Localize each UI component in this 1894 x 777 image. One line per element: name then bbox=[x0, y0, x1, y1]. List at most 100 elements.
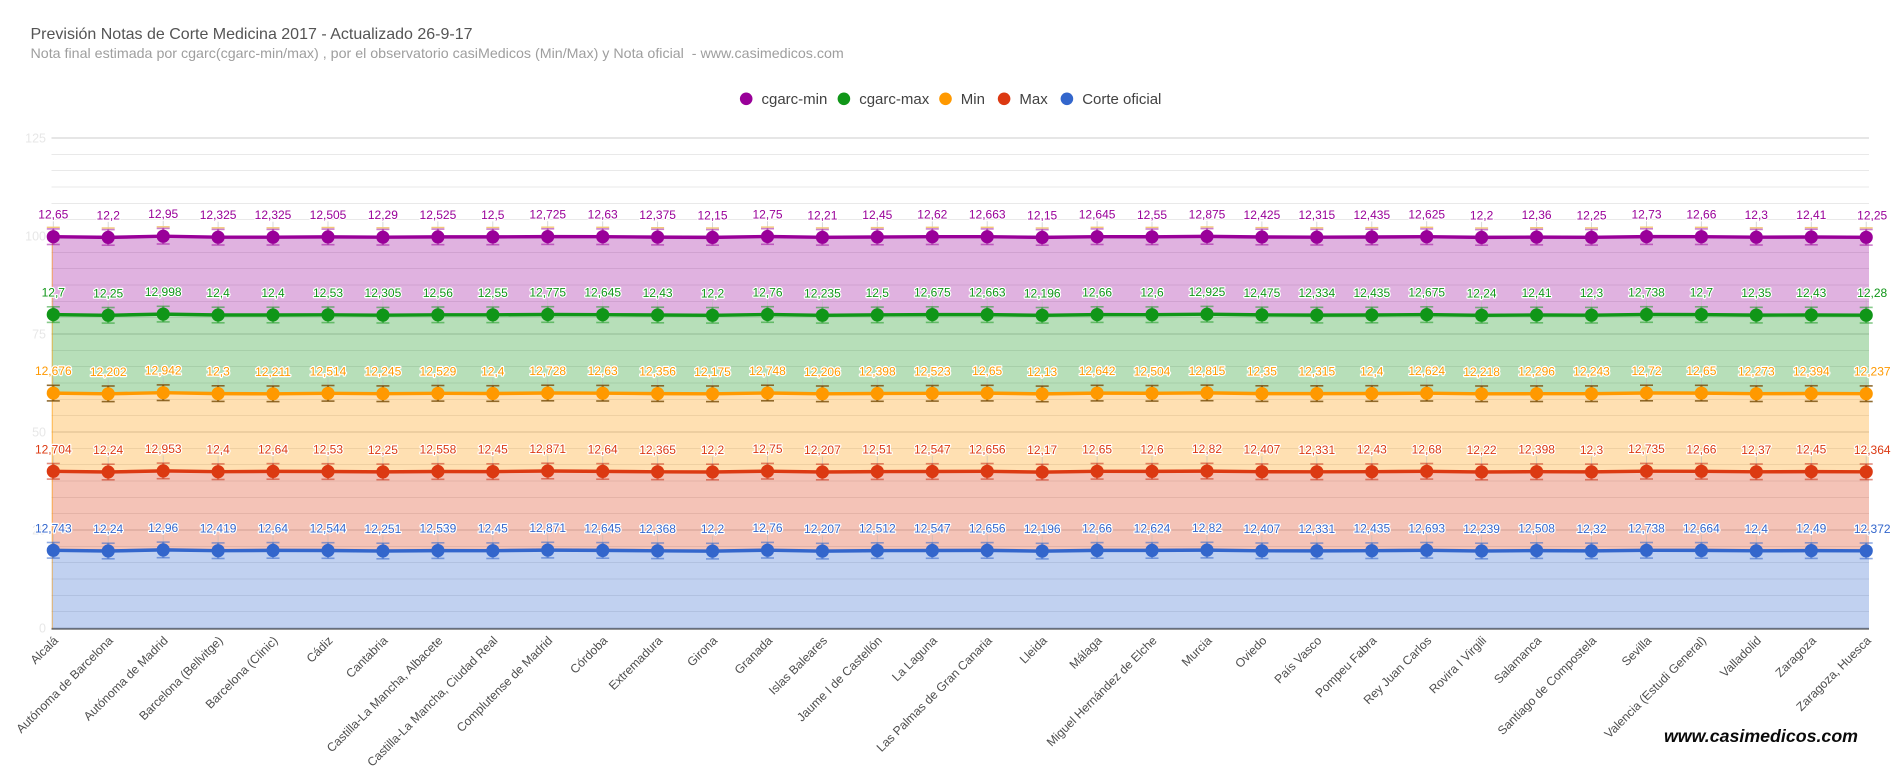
svg-text:12,35: 12,35 bbox=[1247, 365, 1277, 379]
svg-text:12,743: 12,743 bbox=[35, 521, 72, 535]
svg-text:12,28: 12,28 bbox=[1857, 286, 1887, 300]
svg-text:12,315: 12,315 bbox=[1298, 365, 1335, 379]
svg-text:12,196: 12,196 bbox=[1024, 522, 1061, 536]
svg-text:12,558: 12,558 bbox=[420, 443, 457, 457]
svg-text:12,96: 12,96 bbox=[148, 521, 178, 535]
svg-text:12,508: 12,508 bbox=[1518, 522, 1555, 536]
svg-text:12,56: 12,56 bbox=[423, 286, 453, 300]
svg-text:12,22: 12,22 bbox=[1467, 443, 1497, 457]
svg-text:Complutense de Madrid: Complutense de Madrid bbox=[454, 634, 555, 735]
svg-text:12,4: 12,4 bbox=[261, 286, 285, 300]
svg-text:12,398: 12,398 bbox=[1518, 443, 1555, 457]
svg-text:12,331: 12,331 bbox=[1298, 443, 1335, 457]
svg-text:Santiago de Compostela: Santiago de Compostela bbox=[1495, 633, 1599, 737]
svg-text:12,65: 12,65 bbox=[972, 364, 1002, 378]
svg-text:12,243: 12,243 bbox=[1573, 365, 1610, 379]
svg-text:12,62: 12,62 bbox=[917, 208, 947, 222]
svg-text:12,398: 12,398 bbox=[859, 365, 896, 379]
svg-text:12,251: 12,251 bbox=[365, 522, 402, 536]
svg-text:12,315: 12,315 bbox=[1298, 208, 1335, 222]
svg-text:www.casimedicos.com: www.casimedicos.com bbox=[1664, 726, 1858, 746]
svg-text:12,871: 12,871 bbox=[529, 442, 566, 456]
svg-text:12,239: 12,239 bbox=[1463, 522, 1500, 536]
svg-text:12,953: 12,953 bbox=[145, 442, 182, 456]
svg-text:12,514: 12,514 bbox=[310, 364, 347, 378]
svg-text:12,547: 12,547 bbox=[914, 443, 951, 457]
svg-text:12,211: 12,211 bbox=[255, 365, 291, 379]
svg-text:12,15: 12,15 bbox=[697, 208, 727, 222]
svg-text:12,656: 12,656 bbox=[969, 521, 1006, 535]
svg-text:12,419: 12,419 bbox=[200, 522, 237, 536]
svg-text:12,66: 12,66 bbox=[1686, 442, 1716, 456]
svg-text:12,4: 12,4 bbox=[1745, 522, 1769, 536]
svg-text:12,645: 12,645 bbox=[584, 521, 621, 535]
svg-text:12,4: 12,4 bbox=[481, 365, 505, 379]
svg-text:12,624: 12,624 bbox=[1408, 364, 1445, 378]
svg-text:Nota final estimada por cgarc(: Nota final estimada por cgarc(cgarc-min/… bbox=[31, 46, 844, 62]
svg-text:12,875: 12,875 bbox=[1189, 207, 1226, 221]
svg-text:12,51: 12,51 bbox=[862, 443, 892, 457]
svg-text:12,4: 12,4 bbox=[206, 286, 230, 300]
svg-text:Cádiz: Cádiz bbox=[304, 634, 336, 666]
svg-text:Castilla-La Mancha, Albacete: Castilla-La Mancha, Albacete bbox=[324, 633, 446, 755]
svg-text:12,364: 12,364 bbox=[1854, 443, 1891, 457]
svg-text:12,693: 12,693 bbox=[1408, 521, 1445, 535]
svg-text:País Vasco: País Vasco bbox=[1272, 633, 1325, 686]
svg-text:Zaragoza: Zaragoza bbox=[1773, 633, 1819, 679]
svg-text:12,64: 12,64 bbox=[258, 442, 288, 456]
svg-text:12,645: 12,645 bbox=[1079, 208, 1116, 222]
svg-text:12,2: 12,2 bbox=[1470, 208, 1494, 222]
svg-text:Murcia: Murcia bbox=[1179, 633, 1215, 669]
svg-text:12,17: 12,17 bbox=[1027, 443, 1057, 457]
svg-text:12,523: 12,523 bbox=[914, 364, 951, 378]
svg-text:Autónoma de Barcelona: Autónoma de Barcelona bbox=[13, 633, 116, 736]
svg-text:12,539: 12,539 bbox=[420, 522, 457, 536]
svg-text:12,331: 12,331 bbox=[1298, 522, 1335, 536]
svg-text:Cantabria: Cantabria bbox=[343, 633, 390, 680]
svg-text:12,748: 12,748 bbox=[749, 364, 786, 378]
svg-text:cgarc-min: cgarc-min bbox=[762, 91, 828, 108]
svg-text:12,63: 12,63 bbox=[588, 364, 618, 378]
svg-text:12,64: 12,64 bbox=[258, 521, 288, 535]
svg-text:12,66: 12,66 bbox=[1686, 208, 1716, 222]
svg-text:12,25: 12,25 bbox=[368, 443, 398, 457]
svg-text:12,505: 12,505 bbox=[310, 208, 347, 222]
svg-text:Las Palmas de Gran Canaria: Las Palmas de Gran Canaria bbox=[874, 633, 995, 754]
svg-text:12,407: 12,407 bbox=[1244, 443, 1281, 457]
svg-text:12,735: 12,735 bbox=[1628, 442, 1665, 456]
svg-text:12,7: 12,7 bbox=[1690, 286, 1714, 300]
svg-text:12,196: 12,196 bbox=[1024, 286, 1061, 300]
svg-text:12,663: 12,663 bbox=[969, 208, 1006, 222]
svg-text:12,925: 12,925 bbox=[1189, 285, 1226, 299]
svg-text:12,218: 12,218 bbox=[1463, 365, 1500, 379]
svg-text:12,45: 12,45 bbox=[478, 522, 508, 536]
svg-text:12,202: 12,202 bbox=[90, 365, 127, 379]
svg-text:12,55: 12,55 bbox=[1137, 208, 1167, 222]
svg-text:100: 100 bbox=[25, 229, 46, 243]
svg-text:Extremadura: Extremadura bbox=[606, 633, 665, 692]
svg-text:Girona: Girona bbox=[684, 633, 720, 669]
svg-text:12,63: 12,63 bbox=[588, 208, 618, 222]
svg-text:12,871: 12,871 bbox=[529, 521, 566, 535]
svg-text:12,625: 12,625 bbox=[1408, 208, 1445, 222]
svg-text:12,3: 12,3 bbox=[1580, 286, 1604, 300]
svg-text:12,82: 12,82 bbox=[1192, 442, 1222, 456]
svg-text:12,207: 12,207 bbox=[804, 522, 841, 536]
svg-text:12,675: 12,675 bbox=[1408, 286, 1445, 300]
svg-text:50: 50 bbox=[32, 425, 46, 439]
svg-text:12,435: 12,435 bbox=[1353, 208, 1390, 222]
svg-text:12,207: 12,207 bbox=[804, 443, 841, 457]
svg-text:12,53: 12,53 bbox=[313, 443, 343, 457]
svg-text:Oviedo: Oviedo bbox=[1232, 633, 1269, 670]
svg-text:cgarc-max: cgarc-max bbox=[859, 91, 930, 108]
svg-text:12,32: 12,32 bbox=[1576, 522, 1606, 536]
svg-text:12,5: 12,5 bbox=[481, 208, 505, 222]
svg-text:12,356: 12,356 bbox=[639, 365, 676, 379]
svg-text:12,2: 12,2 bbox=[701, 522, 725, 536]
svg-text:12,25: 12,25 bbox=[1576, 208, 1606, 222]
svg-text:12,2: 12,2 bbox=[701, 443, 725, 457]
svg-text:12,76: 12,76 bbox=[752, 521, 782, 535]
svg-text:12,29: 12,29 bbox=[368, 208, 398, 222]
svg-text:Alcalá: Alcalá bbox=[28, 633, 62, 667]
svg-text:12,368: 12,368 bbox=[639, 522, 676, 536]
